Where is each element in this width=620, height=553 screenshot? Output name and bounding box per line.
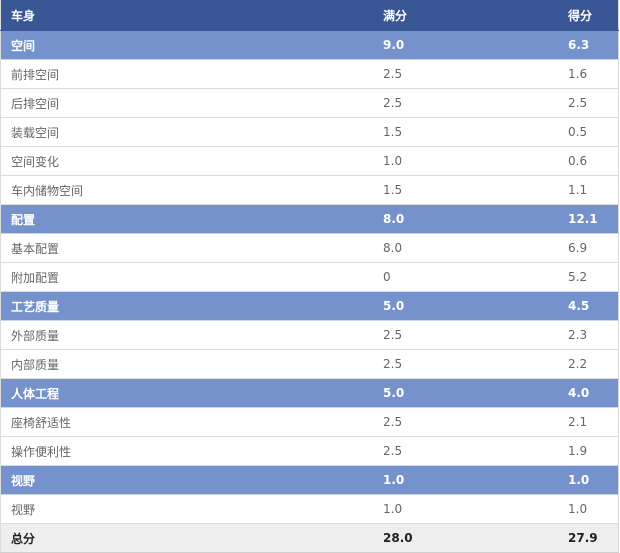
category-row: 工艺质量 5.0 4.5	[0, 291, 619, 321]
row-name: 工艺质量	[0, 291, 373, 321]
row-full-score: 5.0	[373, 378, 558, 408]
table-row: 后排空间 2.5 2.5	[0, 88, 619, 118]
row-full-score: 0	[373, 262, 558, 292]
table-row: 装载空间 1.5 0.5	[0, 117, 619, 147]
table-header-row: 车身 满分 得分	[0, 0, 619, 31]
table-row: 附加配置 0 5.2	[0, 262, 619, 292]
row-name: 后排空间	[0, 88, 373, 118]
header-full-score: 满分	[373, 0, 558, 31]
table-row: 操作便利性 2.5 1.9	[0, 436, 619, 466]
category-row: 视野 1.0 1.0	[0, 465, 619, 495]
row-full-score: 2.5	[373, 59, 558, 89]
row-name: 空间	[0, 30, 373, 60]
row-score: 2.5	[558, 88, 619, 118]
table-row: 座椅舒适性 2.5 2.1	[0, 407, 619, 437]
table-row: 车内储物空间 1.5 1.1	[0, 175, 619, 205]
row-score: 1.0	[558, 494, 619, 524]
row-full-score: 1.5	[373, 117, 558, 147]
table-row: 前排空间 2.5 1.6	[0, 59, 619, 89]
row-score: 2.3	[558, 320, 619, 350]
row-full-score: 1.0	[373, 465, 558, 495]
row-name: 附加配置	[0, 262, 373, 292]
row-name: 基本配置	[0, 233, 373, 263]
row-score: 1.9	[558, 436, 619, 466]
row-score: 5.2	[558, 262, 619, 292]
category-row: 配置 8.0 12.1	[0, 204, 619, 234]
row-full-score: 5.0	[373, 291, 558, 321]
row-score: 0.5	[558, 117, 619, 147]
row-full-score: 28.0	[373, 523, 558, 553]
row-score: 2.2	[558, 349, 619, 379]
row-name: 前排空间	[0, 59, 373, 89]
row-name: 座椅舒适性	[0, 407, 373, 437]
row-full-score: 8.0	[373, 204, 558, 234]
row-score: 1.1	[558, 175, 619, 205]
row-full-score: 1.0	[373, 494, 558, 524]
row-name: 视野	[0, 465, 373, 495]
table-row: 空间变化 1.0 0.6	[0, 146, 619, 176]
row-name: 装载空间	[0, 117, 373, 147]
row-full-score: 1.5	[373, 175, 558, 205]
row-score: 27.9	[558, 523, 619, 553]
row-score: 6.9	[558, 233, 619, 263]
row-full-score: 8.0	[373, 233, 558, 263]
table-row: 基本配置 8.0 6.9	[0, 233, 619, 263]
table-row: 视野 1.0 1.0	[0, 494, 619, 524]
row-name: 车内储物空间	[0, 175, 373, 205]
header-score: 得分	[558, 0, 619, 31]
row-name: 操作便利性	[0, 436, 373, 466]
row-score: 12.1	[558, 204, 619, 234]
table-row: 内部质量 2.5 2.2	[0, 349, 619, 379]
row-full-score: 1.0	[373, 146, 558, 176]
row-name: 视野	[0, 494, 373, 524]
row-full-score: 2.5	[373, 88, 558, 118]
row-name: 外部质量	[0, 320, 373, 350]
header-body: 车身	[0, 0, 373, 31]
row-name: 人体工程	[0, 378, 373, 408]
row-name: 空间变化	[0, 146, 373, 176]
row-name: 内部质量	[0, 349, 373, 379]
table-row: 外部质量 2.5 2.3	[0, 320, 619, 350]
category-row: 人体工程 5.0 4.0	[0, 378, 619, 408]
row-score: 1.6	[558, 59, 619, 89]
category-row: 空间 9.0 6.3	[0, 30, 619, 60]
row-score: 4.0	[558, 378, 619, 408]
row-score: 4.5	[558, 291, 619, 321]
row-name: 总分	[0, 523, 373, 553]
row-full-score: 2.5	[373, 407, 558, 437]
total-row: 总分 28.0 27.9	[0, 523, 619, 553]
row-score: 6.3	[558, 30, 619, 60]
row-full-score: 9.0	[373, 30, 558, 60]
row-full-score: 2.5	[373, 349, 558, 379]
row-score: 0.6	[558, 146, 619, 176]
row-name: 配置	[0, 204, 373, 234]
row-full-score: 2.5	[373, 320, 558, 350]
row-full-score: 2.5	[373, 436, 558, 466]
row-score: 1.0	[558, 465, 619, 495]
row-score: 2.1	[558, 407, 619, 437]
